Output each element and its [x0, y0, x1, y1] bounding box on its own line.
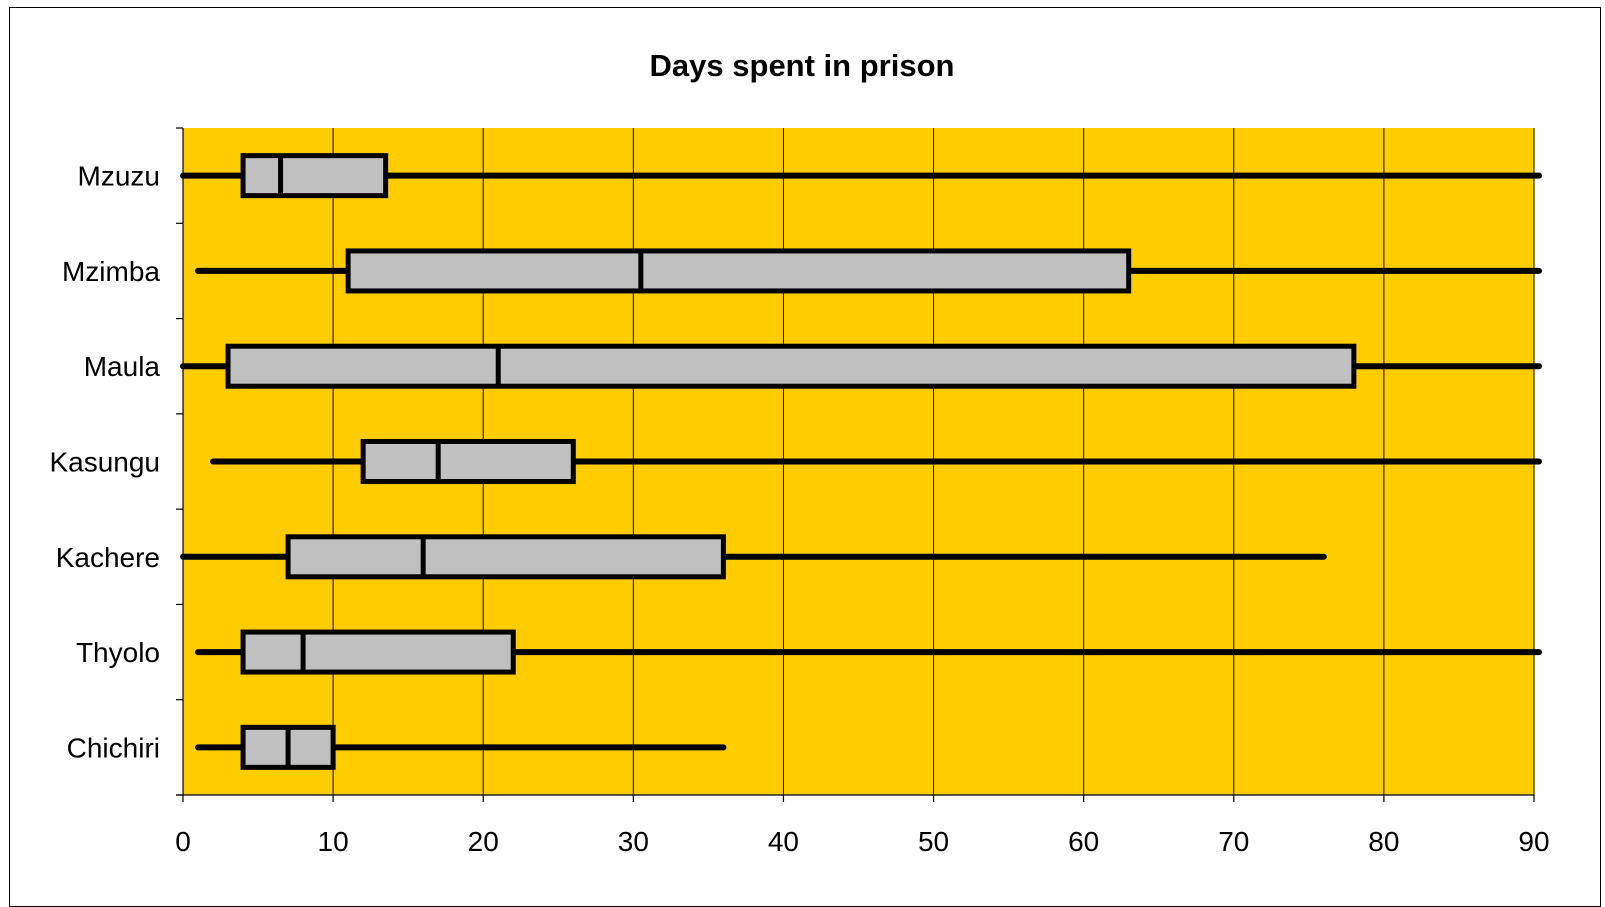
box-mzimba — [195, 248, 1542, 294]
chart-title: Days spent in prison — [649, 48, 955, 83]
box-thyolo — [195, 629, 1542, 675]
iqr-box-maula — [225, 343, 1357, 389]
iqr-box-mzuzu — [240, 153, 389, 199]
x-tick-label-20: 20 — [468, 826, 499, 857]
x-tick-label-30: 30 — [618, 826, 649, 857]
boxes — [180, 153, 1542, 770]
x-tick-label-80: 80 — [1368, 826, 1399, 857]
category-label-mzimba: Mzimba — [62, 256, 160, 287]
iqr-box-kasungu — [360, 439, 576, 484]
labels: 0 10 20 30 40 50 60 70 80 90 Mzuzu Mzimba Maula Kasun… — [49, 161, 1549, 857]
iqr-box-thyolo — [240, 629, 516, 675]
category-label-maula: Maula — [84, 351, 161, 382]
category-label-kachere: Kachere — [56, 542, 160, 573]
category-label-mzuzu: Mzuzu — [78, 161, 160, 192]
box-kachere — [180, 534, 1327, 580]
category-label-chichiri: Chichiri — [67, 732, 160, 763]
x-tick-label-0: 0 — [175, 826, 191, 857]
axes — [176, 127, 1535, 802]
iqr-box-kachere — [285, 534, 726, 580]
box-mzuzu — [180, 153, 1542, 199]
x-tick-label-10: 10 — [318, 826, 349, 857]
box-kasungu — [210, 439, 1542, 484]
x-tick-label-50: 50 — [918, 826, 949, 857]
box-chichiri — [195, 724, 727, 770]
x-tick-label-70: 70 — [1218, 826, 1249, 857]
x-tick-label-60: 60 — [1068, 826, 1099, 857]
box-maula — [180, 343, 1542, 389]
x-tick-label-40: 40 — [768, 826, 799, 857]
category-label-kasungu: Kasungu — [49, 447, 160, 478]
iqr-box-mzimba — [345, 248, 1132, 294]
x-tick-label-90: 90 — [1518, 826, 1549, 857]
category-label-thyolo: Thyolo — [76, 637, 160, 668]
